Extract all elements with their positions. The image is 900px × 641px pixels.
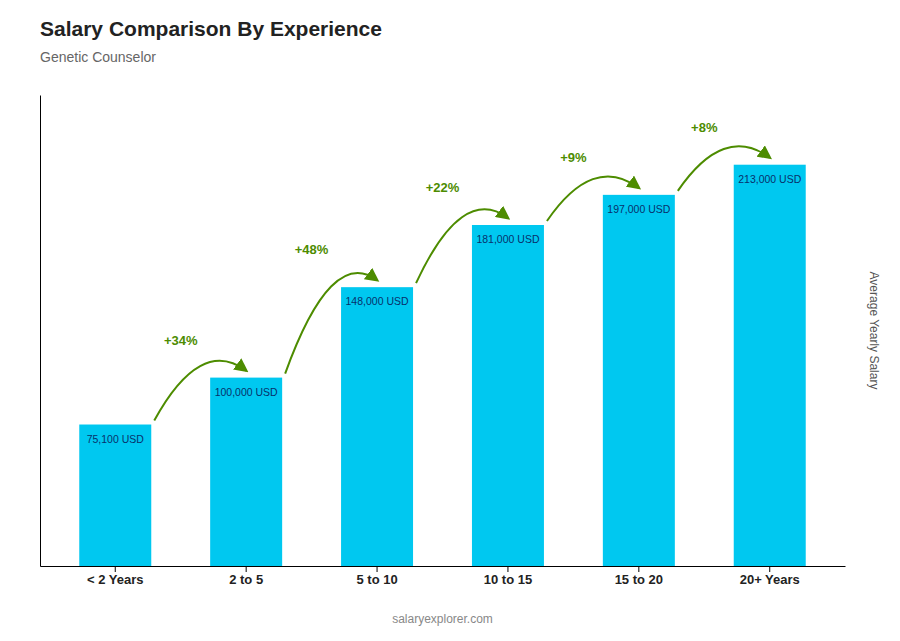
- data-label: 100,000 USD: [215, 386, 278, 398]
- change-arrow: [547, 176, 639, 221]
- bars: [79, 165, 805, 566]
- data-label: 213,000 USD: [738, 173, 801, 185]
- x-tick-label: 20+ Years: [740, 572, 800, 587]
- x-tick-label: 5 to 10: [356, 572, 397, 587]
- change-label: +22%: [426, 180, 460, 195]
- x-tick-label: 15 to 20: [615, 572, 663, 587]
- bar: [210, 378, 282, 566]
- x-tick: 10 to 15: [484, 566, 532, 587]
- x-axis: < 2 Years 2 to 5 5 to 10 10 to 15 15 to 20 20…: [41, 566, 846, 587]
- x-tick: 20+ Years: [740, 566, 800, 587]
- x-tick-mark: [115, 566, 116, 572]
- x-tick-mark: [507, 566, 508, 572]
- x-tick-mark: [377, 566, 378, 572]
- change-label: +34%: [164, 333, 198, 348]
- data-label: 75,100 USD: [87, 433, 145, 445]
- change-arrow: [416, 209, 508, 283]
- change-arrow: [678, 146, 770, 191]
- data-label: 148,000 USD: [346, 295, 409, 307]
- x-tick-mark: [638, 566, 639, 572]
- change-arrow: [285, 273, 377, 374]
- x-tick-mark: [769, 566, 770, 572]
- x-tick: 2 to 5: [229, 566, 263, 587]
- change-label: +48%: [295, 242, 329, 257]
- bar: [603, 195, 675, 566]
- data-label: 181,000 USD: [476, 233, 539, 245]
- y-axis-line: [40, 96, 41, 567]
- x-tick-label: < 2 Years: [87, 572, 144, 587]
- title: Salary Comparison By Experience: [40, 17, 382, 40]
- watermark: salaryexplorer.com: [392, 612, 493, 626]
- y-axis-title: Average Yearly Salary: [867, 272, 881, 390]
- bar: [79, 425, 151, 566]
- data-label: 197,000 USD: [607, 203, 670, 215]
- change-label: +9%: [560, 150, 587, 165]
- x-tick-mark: [246, 566, 247, 572]
- change-arrow: [154, 361, 246, 421]
- x-tick: 5 to 10: [356, 566, 397, 587]
- bar: [472, 225, 544, 566]
- x-axis-line: [41, 566, 846, 567]
- x-tick: < 2 Years: [87, 566, 144, 587]
- y-axis: [40, 96, 41, 567]
- change-label: +8%: [691, 120, 718, 135]
- chart: Salary Comparison By Experience Genetic C…: [0, 0, 900, 641]
- subtitle: Genetic Counselor: [40, 49, 156, 65]
- bar: [734, 165, 806, 566]
- x-tick: 15 to 20: [615, 566, 663, 587]
- data-labels: 75,100 USD 100,000 USD 148,000 USD 181,000 …: [87, 173, 802, 445]
- x-tick-label: 2 to 5: [229, 572, 263, 587]
- bar: [341, 287, 413, 566]
- x-tick-label: 10 to 15: [484, 572, 532, 587]
- annotations: +34% +48% +22% +9% +8%: [154, 120, 769, 421]
